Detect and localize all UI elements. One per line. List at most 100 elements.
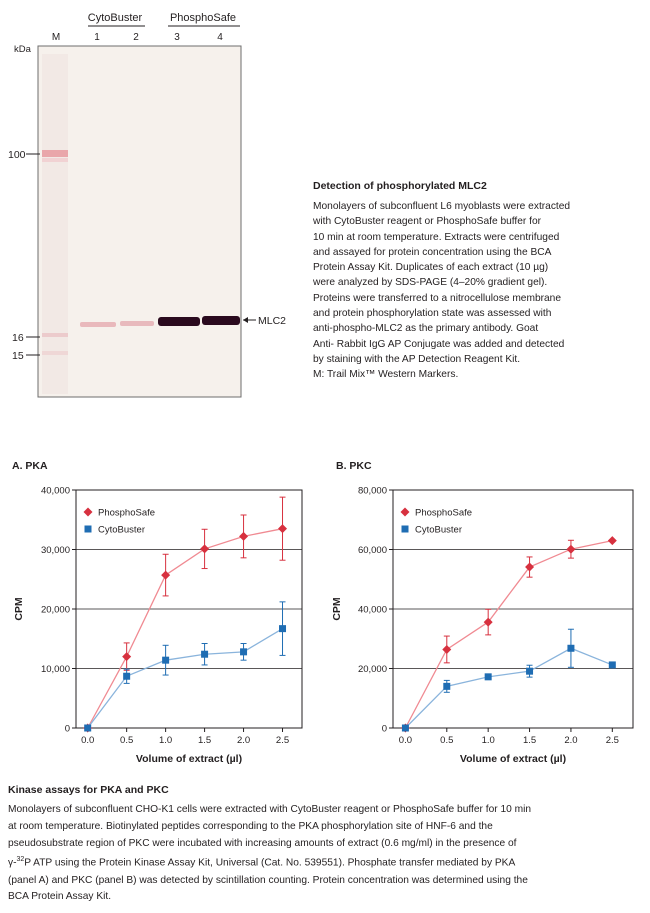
legend-label-phosphosafe: PhosphoSafe xyxy=(415,508,472,519)
blot-caption-line: were analyzed by SDS-PAGE (4–20% gradien… xyxy=(313,277,548,289)
legend-diamond-icon xyxy=(400,507,410,517)
y-tick-label: 40,000 xyxy=(41,486,70,497)
y-tick-label: 30,000 xyxy=(41,545,70,556)
lane-label-2: 2 xyxy=(133,32,139,43)
x-axis-label: Volume of extract (µl) xyxy=(136,753,242,765)
blot-caption-line: Anti- Rabbit IgG AP Conjugate was added … xyxy=(313,338,565,350)
x-tick-label: 0.0 xyxy=(399,735,412,746)
blot-membrane xyxy=(37,45,242,398)
data-point-cytobuster xyxy=(123,672,131,680)
y-tick-label: 20,000 xyxy=(358,664,387,675)
x-tick-label: 0.0 xyxy=(81,735,94,746)
blot-caption-line: 10 min at room temperature. Extracts wer… xyxy=(313,231,560,243)
blot-caption-line: and assayed for protein concentration us… xyxy=(313,246,552,258)
lane-label-3: 3 xyxy=(174,32,180,43)
gamma-prefix: γ- xyxy=(8,857,17,869)
kinase-caption-line-6: BCA Protein Assay Kit. xyxy=(8,891,112,903)
blot-caption-body: Monolayers of subconfluent L6 myoblasts … xyxy=(313,199,643,383)
blot-caption-line: anti-phospho-MLC2 as the primary antibod… xyxy=(313,323,539,335)
data-point-phosphosafe xyxy=(442,644,452,654)
x-axis-label: Volume of extract (µl) xyxy=(460,753,566,765)
series-line-phosphosafe xyxy=(404,539,613,729)
x-tick-label: 1.5 xyxy=(523,735,536,746)
data-point-phosphosafe xyxy=(161,570,171,580)
marker-band-100-faint xyxy=(42,158,68,162)
series-line-phosphosafe xyxy=(87,528,283,729)
blot-group-label-cytobuster: CytoBuster xyxy=(88,12,143,24)
data-point-phosphosafe xyxy=(566,544,576,554)
blot-caption-title: Detection of phosphorylated MLC2 xyxy=(313,180,487,192)
y-axis-label: CPM xyxy=(331,597,343,621)
blot-caption: Detection of phosphorylated MLC2 Monolay… xyxy=(313,180,643,383)
series-line-cytobuster xyxy=(404,647,613,729)
data-point-cytobuster xyxy=(279,625,287,633)
kinase-caption-line-4-text: P ATP using the Protein Kinase Assay Kit… xyxy=(24,857,516,869)
kinase-caption-line-4: γ-32P ATP using the Protein Kinase Assay… xyxy=(8,852,644,872)
data-point-phosphosafe xyxy=(239,531,249,541)
lane-label-marker: M xyxy=(52,32,60,43)
x-tick-label: 0.5 xyxy=(120,735,133,746)
band-lane-4 xyxy=(202,316,240,325)
data-point-phosphosafe xyxy=(607,536,617,546)
band-lane-2 xyxy=(120,321,154,326)
legend-diamond-icon xyxy=(83,507,93,517)
chart-panel-b: B. PKC 0 20,000 40,000 60,000 80,000 0.0 0.5 1.0… xyxy=(318,455,650,775)
blot-group-label-phosphosafe: PhosphoSafe xyxy=(170,12,236,24)
lane-label-1: 1 xyxy=(94,32,100,43)
x-tick-label: 2.5 xyxy=(276,735,289,746)
legend-square-icon xyxy=(84,525,92,533)
isotope-superscript: 32 xyxy=(16,856,25,864)
marker-label-15: 15 xyxy=(12,350,24,362)
legend-label-cytobuster: CytoBuster xyxy=(98,525,145,536)
x-tick-label: 2.0 xyxy=(564,735,577,746)
kinase-caption-title: Kinase assays for PKA and PKC xyxy=(8,784,169,796)
marker-label-100: 100 xyxy=(8,149,26,161)
y-tick-label: 80,000 xyxy=(358,486,387,497)
chart-a-svg: A. PKA 0 10,000 20,000 30,000 40,000 0.0 0.5 1.0… xyxy=(12,460,303,765)
band-lane-3 xyxy=(158,317,200,326)
x-tick-label: 1.5 xyxy=(198,735,211,746)
chart-title: B. PKC xyxy=(336,460,372,472)
y-tick-label: 10,000 xyxy=(41,664,70,675)
blot-caption-line: with CytoBuster reagent or PhosphoSafe b… xyxy=(313,216,542,228)
y-tick-label: 20,000 xyxy=(41,605,70,616)
mlc2-label: MLC2 xyxy=(258,315,286,327)
data-point-phosphosafe xyxy=(525,562,535,572)
legend-label-cytobuster: CytoBuster xyxy=(415,525,462,536)
data-point-phosphosafe xyxy=(483,617,493,627)
y-tick-label: 40,000 xyxy=(358,605,387,616)
chart-panel-a: A. PKA 0 10,000 20,000 30,000 40,000 0.0 0.5 1.0… xyxy=(0,455,320,775)
blot-caption-line: and protein phosphorylation state was as… xyxy=(313,308,552,320)
data-point-cytobuster xyxy=(201,650,209,658)
kda-label: kDa xyxy=(14,44,32,55)
x-tick-label: 1.0 xyxy=(482,735,495,746)
data-point-cytobuster xyxy=(484,673,492,681)
marker-band-16 xyxy=(42,333,68,337)
data-point-cytobuster xyxy=(240,648,248,656)
kinase-caption-line-1: Monolayers of subconfluent CHO-K1 cells … xyxy=(8,804,532,815)
blot-caption-line: by staining with the AP Detection Reagen… xyxy=(313,353,521,365)
data-point-cytobuster xyxy=(84,724,92,732)
kinase-caption-line-2: at room temperature. Biotinylated peptid… xyxy=(8,820,493,832)
legend-square-icon xyxy=(401,525,409,533)
chart-b-svg: B. PKC 0 20,000 40,000 60,000 80,000 0.0 0.5 1.0… xyxy=(331,460,634,765)
data-point-phosphosafe xyxy=(122,652,132,662)
lane-label-4: 4 xyxy=(217,32,223,43)
series-line-cytobuster xyxy=(87,628,283,729)
blot-svg: CytoBuster PhosphoSafe M 1 2 3 4 kDa 100… xyxy=(8,12,286,398)
blot-caption-line: Proteins were transferred to a nitrocell… xyxy=(313,292,562,304)
data-point-phosphosafe xyxy=(200,544,210,554)
kinase-caption-line-3: pseudosubstrate region of PKC were incub… xyxy=(8,837,517,849)
data-point-cytobuster xyxy=(162,656,170,664)
y-tick-label: 0 xyxy=(65,724,70,735)
x-tick-label: 1.0 xyxy=(159,735,172,746)
y-tick-label: 60,000 xyxy=(358,545,387,556)
blot-figure: CytoBuster PhosphoSafe M 1 2 3 4 kDa 100… xyxy=(0,0,300,400)
data-point-phosphosafe xyxy=(278,524,288,534)
mlc2-arrow-head xyxy=(243,317,248,323)
data-point-cytobuster xyxy=(608,661,616,669)
marker-band-15 xyxy=(42,351,68,355)
blot-caption-line: Protein Assay Kit. Duplicates of each ex… xyxy=(313,262,549,274)
legend-label-phosphosafe: PhosphoSafe xyxy=(98,508,155,519)
x-tick-label: 2.0 xyxy=(237,735,250,746)
